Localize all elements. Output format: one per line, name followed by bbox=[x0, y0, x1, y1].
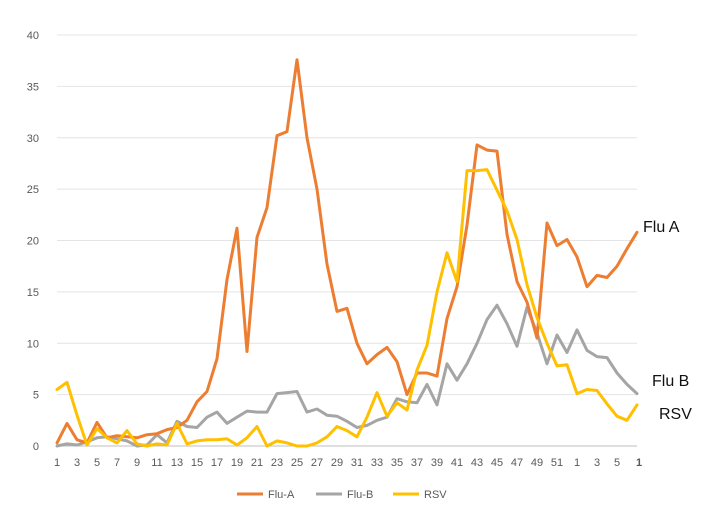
x-tick-label: 1 bbox=[54, 457, 60, 469]
series-lines bbox=[55, 58, 639, 448]
y-tick-label: 0 bbox=[33, 441, 39, 453]
x-tick-label: 23 bbox=[271, 457, 283, 469]
x-tick-label: 47 bbox=[511, 457, 523, 469]
y-tick-label: 30 bbox=[27, 133, 39, 145]
x-tick-label: 27 bbox=[311, 457, 323, 469]
series-end-labels: Flu A Flu B RSV bbox=[643, 219, 692, 423]
series-line-flu-b bbox=[55, 303, 639, 448]
x-tick-label: 15 bbox=[191, 457, 203, 469]
x-tick-label: 5 bbox=[94, 457, 100, 469]
x-tick-label: 1 bbox=[636, 457, 642, 469]
x-tick-label: 49 bbox=[531, 457, 543, 469]
x-tick-label: 25 bbox=[291, 457, 303, 469]
y-tick-label: 10 bbox=[27, 338, 39, 350]
x-tick-label: 21 bbox=[251, 457, 263, 469]
x-tick-label: 35 bbox=[391, 457, 403, 469]
gridlines bbox=[57, 34, 637, 396]
y-tick-label: 40 bbox=[27, 30, 39, 42]
x-tick-label: 1 bbox=[574, 457, 580, 469]
y-tick-label: 15 bbox=[27, 287, 39, 299]
y-tick-label: 35 bbox=[27, 81, 39, 93]
x-tick-label: 3 bbox=[74, 457, 80, 469]
x-tick-label: 51 bbox=[551, 457, 563, 469]
end-label-flu-b: Flu B bbox=[652, 373, 689, 390]
y-tick-label: 5 bbox=[33, 390, 39, 402]
x-tick-label: 45 bbox=[491, 457, 503, 469]
x-tick-label: 29 bbox=[331, 457, 343, 469]
x-tick-label: 43 bbox=[471, 457, 483, 469]
x-tick-label: 19 bbox=[231, 457, 243, 469]
x-tick-label: 5 bbox=[614, 457, 620, 469]
x-tick-label: 7 bbox=[114, 457, 120, 469]
end-label-flu-a: Flu A bbox=[643, 219, 680, 236]
end-label-rsv: RSV bbox=[659, 406, 692, 423]
x-tick-label: 39 bbox=[431, 457, 443, 469]
x-tick-label: 9 bbox=[134, 457, 140, 469]
legend: Flu-A Flu-B RSV bbox=[237, 489, 447, 501]
series-line-rsv bbox=[55, 168, 639, 448]
x-tick-label: 13 bbox=[171, 457, 183, 469]
y-axis-ticks: 0 5 10 15 20 25 30 35 40 bbox=[27, 30, 39, 453]
x-tick-label: 33 bbox=[371, 457, 383, 469]
legend-label-flu-a: Flu-A bbox=[268, 489, 295, 501]
legend-label-flu-b: Flu-B bbox=[347, 489, 373, 501]
legend-label-rsv: RSV bbox=[424, 489, 447, 501]
y-tick-label: 20 bbox=[27, 236, 39, 248]
series-line-flu-a bbox=[55, 58, 639, 445]
x-tick-label: 41 bbox=[451, 457, 463, 469]
y-tick-label: 25 bbox=[27, 184, 39, 196]
x-axis-ticks: 1 3 5 7 9 11 13 15 17 19 21 23 25 27 29 31 33 35 37 39 41 43 4… bbox=[54, 457, 642, 469]
x-tick-label: 17 bbox=[211, 457, 223, 469]
x-tick-label: 37 bbox=[411, 457, 423, 469]
x-tick-label: 3 bbox=[594, 457, 600, 469]
x-tick-label: 31 bbox=[351, 457, 363, 469]
x-tick-label: 11 bbox=[151, 457, 162, 469]
